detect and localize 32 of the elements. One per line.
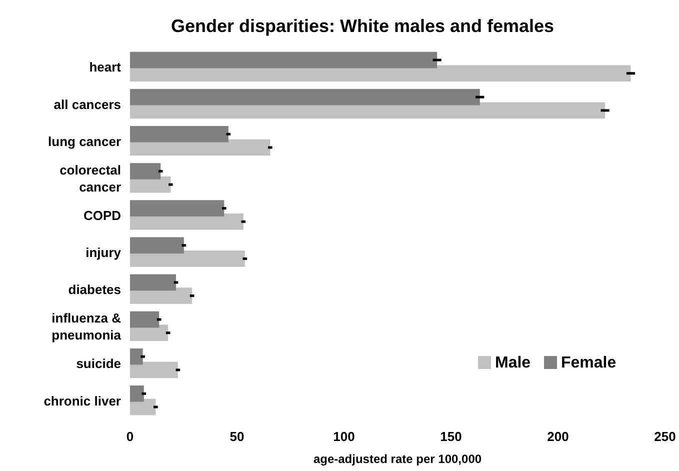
y-tick-label: suicide (76, 356, 121, 371)
legend-label: Male (495, 354, 531, 372)
y-tick-label: COPD (83, 207, 121, 222)
y-tick-label: heart (89, 59, 122, 74)
bar (130, 385, 144, 402)
bar (130, 237, 184, 254)
x-tick-label: 100 (333, 429, 355, 444)
x-tick-label: 250 (654, 429, 676, 444)
legend-label: Female (561, 354, 616, 372)
y-tick-label: all cancers (54, 96, 121, 112)
bar (130, 311, 160, 328)
bar (130, 348, 143, 365)
x-tick-label: 150 (440, 429, 462, 444)
y-tick-label: colorectal cancer (60, 162, 121, 194)
y-tick-label: diabetes (68, 282, 121, 297)
bar (130, 274, 176, 291)
bar (130, 88, 480, 106)
bar (130, 250, 245, 267)
x-tick-label: 0 (126, 429, 134, 444)
y-tick-label: influenza & pneumonia (52, 310, 122, 342)
bar (130, 200, 224, 216)
y-tick-label: injury (86, 244, 122, 260)
chart-title: Gender disparities: White males and females (170, 16, 554, 36)
x-tick-label: 50 (230, 429, 244, 444)
bar (130, 362, 178, 378)
bar (130, 163, 161, 180)
bar (130, 52, 438, 68)
x-tick-label: 200 (547, 429, 569, 444)
y-tick-label: lung cancer (48, 133, 121, 148)
y-tick-label: chronic liver (44, 392, 121, 408)
bar (130, 126, 228, 142)
x-axis-title: age-adjusted rate per 100,000 (313, 452, 482, 466)
